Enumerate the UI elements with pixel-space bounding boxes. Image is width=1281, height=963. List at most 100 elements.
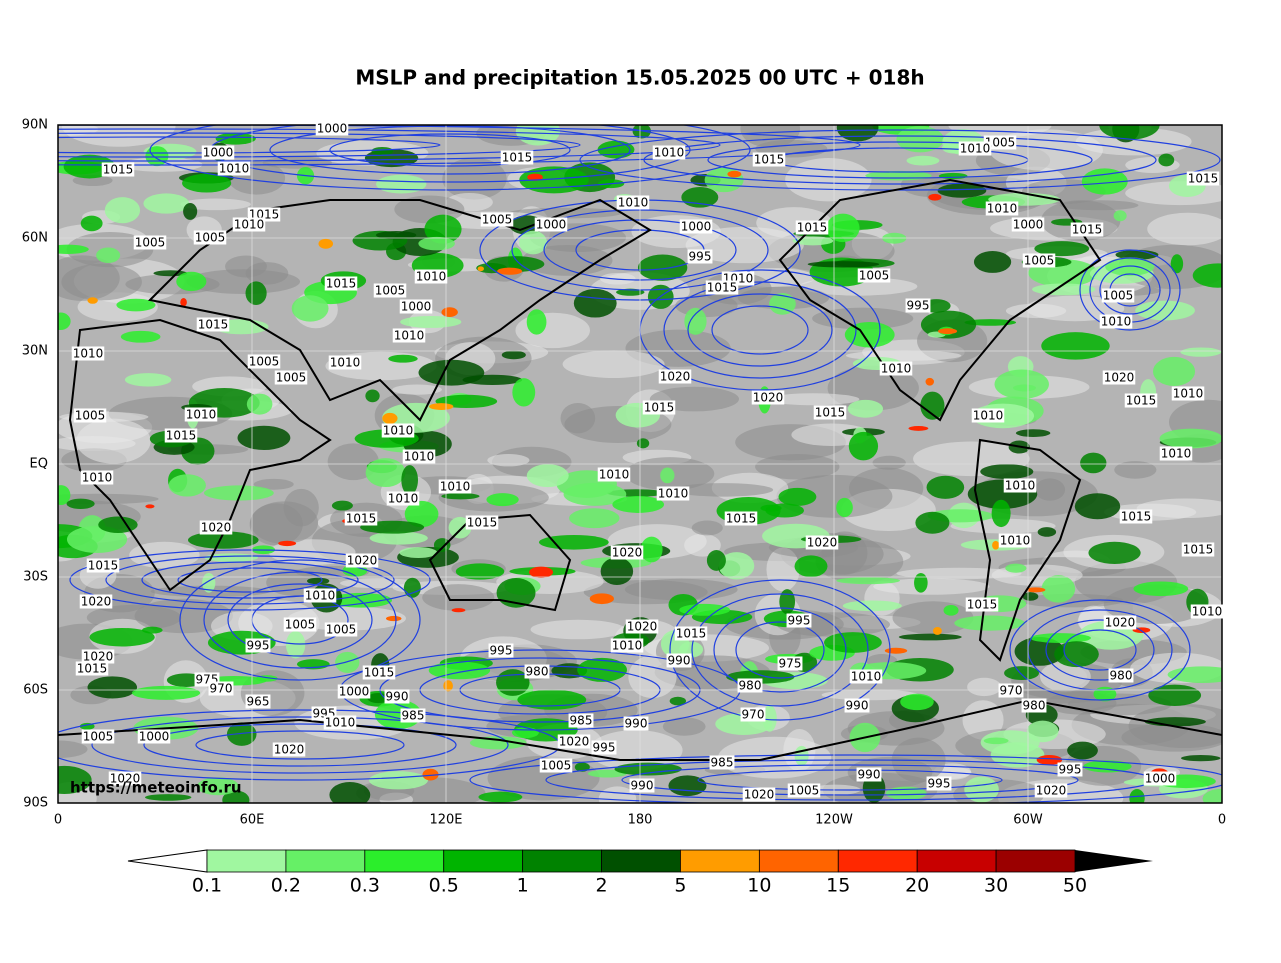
precip-area <box>1005 563 1027 573</box>
isobar-label: 1005 <box>1103 289 1134 303</box>
isobar-label: 995 <box>593 741 616 755</box>
heavy-precip <box>382 412 398 424</box>
isobar-label: 1010 <box>973 409 1004 423</box>
precip-area <box>98 516 138 533</box>
precip-area <box>1148 684 1202 706</box>
cloud-band <box>776 474 893 518</box>
cloud-band <box>628 655 677 699</box>
precip-area <box>836 125 879 142</box>
isobar-label: 1010 <box>1101 315 1132 329</box>
isobar-label: 980 <box>1110 669 1133 683</box>
isobar-label: 1020 <box>110 772 141 786</box>
colorbar-box <box>916 849 997 873</box>
isobar-label: 1015 <box>797 221 828 235</box>
precip-area <box>428 661 491 680</box>
isobar-label: 1005 <box>249 355 280 369</box>
precip-area <box>246 393 273 415</box>
cloud-band <box>1121 723 1222 752</box>
precip-area <box>836 497 853 518</box>
precip-area <box>376 174 427 194</box>
isobar-label: 1020 <box>83 650 114 664</box>
isobar-label-bg <box>1034 783 1068 798</box>
isobar-line <box>143 723 457 767</box>
precip-area <box>569 508 620 529</box>
colorbar-label: 10 <box>747 875 771 897</box>
isobar-label-bg <box>857 268 891 283</box>
isobar-label: 1010 <box>654 146 685 160</box>
colorbar-label: 50 <box>1063 875 1087 897</box>
heavy-precip <box>589 593 614 605</box>
cloud-band <box>562 350 665 378</box>
isobar-label-bg <box>1101 288 1135 303</box>
isobar-label-bg <box>879 361 913 376</box>
colorbar-box <box>758 849 839 873</box>
isobar-label: 980 <box>526 665 549 679</box>
isobar-label-bg <box>623 716 649 731</box>
isobar-label: 1010 <box>599 468 630 482</box>
isobar-label: 1000 <box>1145 772 1176 786</box>
heavy-precip <box>1025 587 1046 593</box>
isobar-label: 1005 <box>859 269 890 283</box>
colorbar-label: 20 <box>905 875 929 897</box>
precip-area <box>636 438 650 449</box>
isobar-label: 1015 <box>726 512 757 526</box>
precip-area <box>778 487 817 506</box>
precip-area <box>1088 541 1141 564</box>
precip-area <box>182 173 232 193</box>
y-tick-label: 30S <box>23 570 48 585</box>
isobar-label: 995 <box>689 250 712 264</box>
x-tick-label: 180 <box>628 813 653 828</box>
isobar-label-bg <box>1186 171 1220 186</box>
isobar-label-bg <box>724 511 758 526</box>
precip-area <box>441 493 480 500</box>
isobar-label-bg <box>629 778 655 793</box>
precip-area <box>900 693 934 711</box>
precip-area <box>1081 168 1128 195</box>
cloud-band <box>691 520 723 536</box>
isobar-label-bg <box>998 683 1024 698</box>
heavy-precip <box>527 173 543 181</box>
isobar-label-bg <box>80 470 114 485</box>
heavy-precip <box>422 768 439 781</box>
isobar-label-bg <box>1022 253 1056 268</box>
precip-area <box>640 536 663 563</box>
precip-area <box>202 572 216 593</box>
heavy-precip <box>451 608 466 613</box>
precip-area <box>794 555 828 578</box>
precip-area <box>836 577 900 585</box>
isobar-label: 1015 <box>77 662 108 676</box>
watermark: https://meteoinfo.ru <box>70 779 242 797</box>
isobar-label: 995 <box>907 299 930 313</box>
cloud-band <box>250 501 319 544</box>
isobar-line <box>469 754 1222 803</box>
precip-area <box>718 552 755 580</box>
precip-area <box>684 307 707 335</box>
precip-area <box>96 247 121 264</box>
isobar-label-bg <box>737 678 763 693</box>
isobar-label: 1000 <box>681 220 712 234</box>
isobar-label: 1010 <box>851 670 882 684</box>
heavy-precip <box>992 540 1000 550</box>
colorbar-box <box>522 849 602 873</box>
precip-area <box>669 696 687 706</box>
precip-area <box>1041 332 1110 360</box>
precip-area <box>66 498 95 509</box>
precip-area <box>87 676 138 699</box>
isobar-label-bg <box>905 298 931 313</box>
isobar-label: 990 <box>631 779 654 793</box>
isobar-line <box>1079 249 1181 331</box>
isobar-line <box>1099 265 1161 315</box>
isobar-label-bg <box>345 553 379 568</box>
precip-area <box>1014 636 1065 666</box>
isobar-label-bg <box>610 545 644 560</box>
isobar-label-bg <box>1119 509 1153 524</box>
isobar-label-bg <box>488 643 514 658</box>
isobar-label: 1015 <box>364 666 395 680</box>
isobar-label-bg <box>438 479 472 494</box>
cloud-band <box>812 307 914 330</box>
isobar-label: 1015 <box>326 277 357 291</box>
precip-area <box>58 312 71 331</box>
isobar-label-bg <box>283 617 317 632</box>
isobar-label-bg <box>373 283 407 298</box>
